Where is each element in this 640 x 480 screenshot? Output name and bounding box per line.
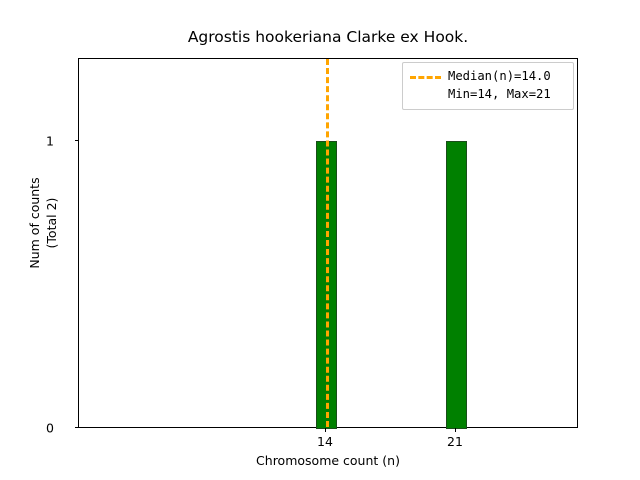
ytick-mark-1 bbox=[74, 140, 78, 141]
y-axis-label-wrapper: Num of counts (Total 2) bbox=[24, 38, 64, 408]
ytick-mark-0 bbox=[74, 427, 78, 428]
legend: Median(n)=14.0 Min=14, Max=21 bbox=[402, 62, 574, 111]
legend-median-line-swatch bbox=[410, 76, 441, 79]
xtick-mark-21 bbox=[455, 428, 456, 432]
median-line bbox=[326, 59, 329, 427]
chart-title: Agrostis hookeriana Clarke ex Hook. bbox=[187, 28, 469, 46]
bar-21 bbox=[446, 141, 467, 429]
ytick-label-1: 1 bbox=[46, 133, 54, 149]
xtick-mark-14 bbox=[325, 428, 326, 432]
ytick-label-0: 0 bbox=[46, 420, 54, 436]
plot-area bbox=[78, 58, 578, 429]
y-axis-label: Num of counts (Total 2) bbox=[27, 177, 59, 269]
x-axis-label: Chromosome count (n) bbox=[256, 453, 400, 468]
xtick-label-21: 21 bbox=[447, 434, 463, 449]
xtick-label-14: 14 bbox=[317, 434, 333, 449]
legend-label-median: Median(n)=14.0 Min=14, Max=21 bbox=[448, 69, 551, 101]
